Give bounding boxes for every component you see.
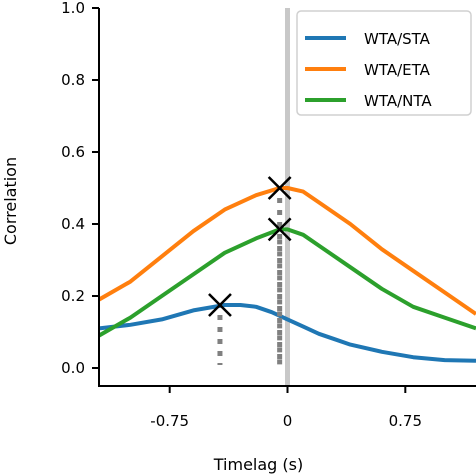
series-line-wta-nta <box>99 227 476 338</box>
y-tick-label-4: 0.8 <box>61 71 85 89</box>
x-axis-title: Timelag (s) <box>213 455 303 474</box>
legend-label-2: WTA/ETA <box>364 61 431 79</box>
x-tick-label-0: -0.75 <box>150 412 189 430</box>
y-tick-label-0: 0.0 <box>61 359 85 377</box>
legend-label-3: WTA/NTA <box>364 92 432 110</box>
peak-marker-2 <box>267 176 292 200</box>
series-line-wta-eta <box>99 186 476 316</box>
y-tick-label-3: 0.6 <box>61 143 85 161</box>
y-tick-label-2: 0.4 <box>61 215 85 233</box>
x-tick-label-2: 0.75 <box>389 412 422 430</box>
x-tick-label-1: 0 <box>283 412 293 430</box>
series-line-wta-sta <box>99 303 476 363</box>
y-tick-label-5: 1.0 <box>61 0 85 17</box>
legend: WTA/STA WTA/ETA WTA/NTA <box>296 10 472 116</box>
y-axis-title: Correlation <box>1 157 20 245</box>
y-tick-label-1: 0.2 <box>61 287 85 305</box>
plot-area <box>99 8 476 386</box>
legend-label-1: WTA/STA <box>364 30 431 48</box>
peak-marker-1 <box>208 293 232 317</box>
peak-marker-3 <box>267 217 292 242</box>
